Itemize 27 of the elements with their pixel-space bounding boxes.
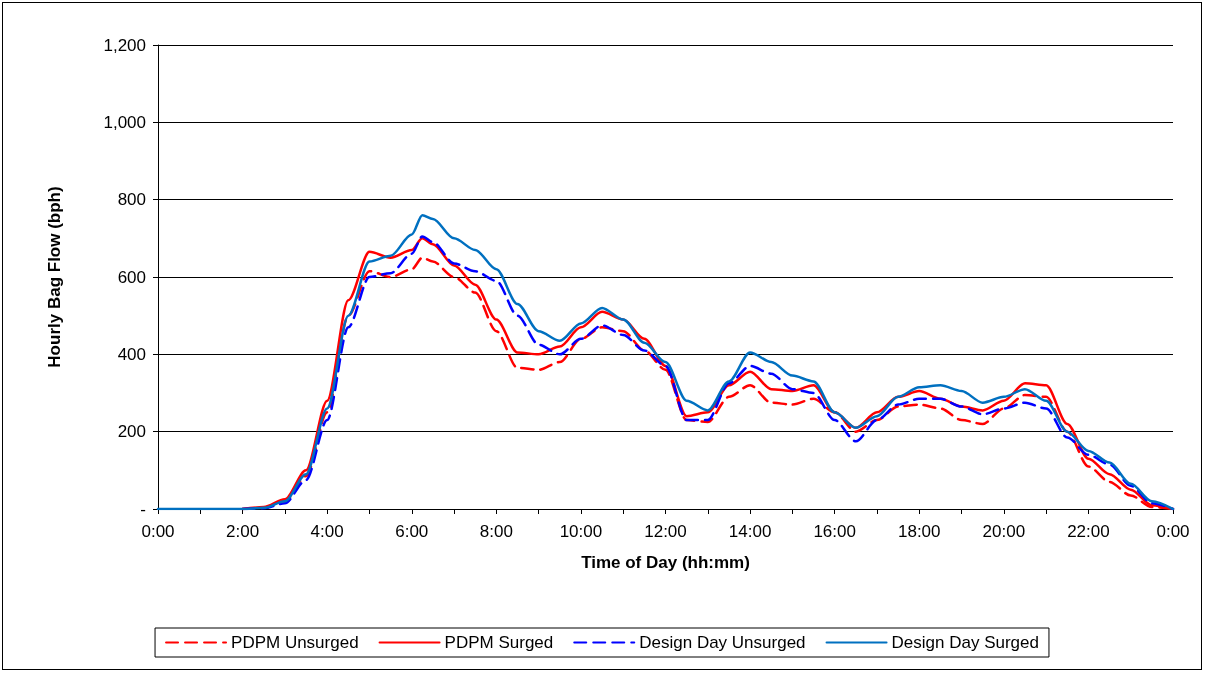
y-axis-title: Hourly Bag Flow (bph) [45,186,64,368]
x-tick-label: 22:00 [1067,522,1110,541]
x-axis-title: Time of Day (hh:mm) [581,553,750,572]
x-tick-label: 10:00 [559,522,603,541]
y-tick-label: - [140,499,146,519]
legend-label: Design Day Surged [891,633,1039,652]
y-tick-label: 400 [117,344,146,364]
y-tick-label: 200 [117,422,146,442]
x-tick-label: 20:00 [982,522,1026,541]
line-series [156,213,1175,511]
y-tick-label: 600 [117,267,146,287]
x-tick-label: 0:00 [1156,522,1190,541]
y-tick-label: 1,200 [103,35,146,55]
x-tick-label: 6:00 [395,522,429,541]
legend-label: PDPM Unsurged [231,633,359,652]
x-tick-label: 4:00 [310,522,344,541]
x-tick-label: 2:00 [226,522,260,541]
x-tick-label: 18:00 [897,522,941,541]
x-tick-label: 8:00 [479,522,513,541]
y-tick-label: 800 [117,190,146,210]
x-tick-label: 12:00 [644,522,687,541]
x-tick-label: 0:00 [141,522,175,541]
legend-label: PDPM Surged [444,633,554,652]
y-tick-label: 1,000 [103,112,146,132]
legend-label: Design Day Unsurged [639,633,806,652]
x-tick-label: 16:00 [813,522,856,541]
x-tick-label: 14:00 [728,522,772,541]
